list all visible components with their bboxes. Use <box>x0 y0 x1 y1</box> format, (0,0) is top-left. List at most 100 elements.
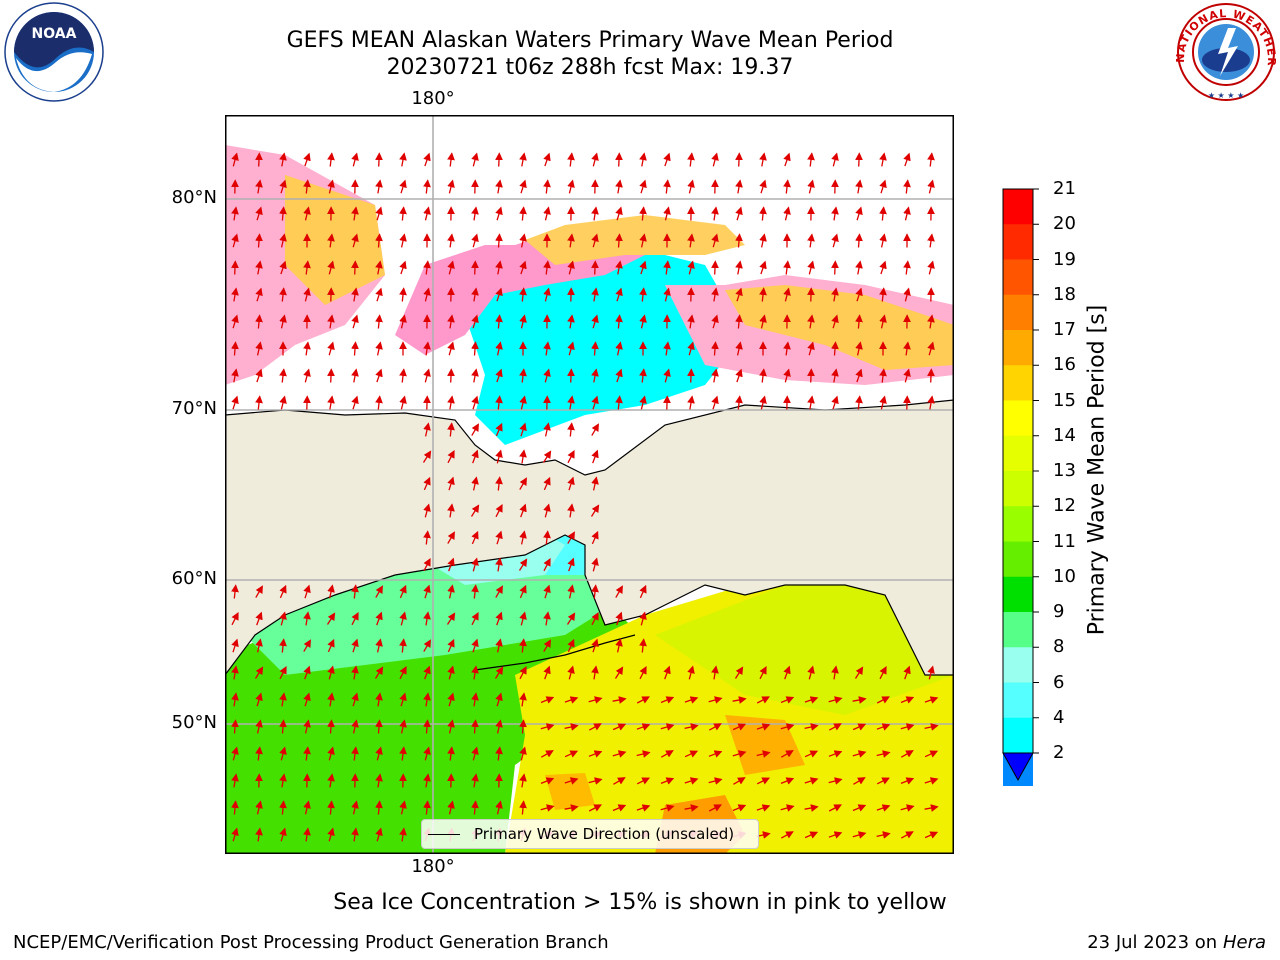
wave-arrow <box>375 719 383 734</box>
wave-arrow <box>351 368 359 383</box>
wave-arrow <box>375 287 383 302</box>
wave-arrow <box>708 777 723 785</box>
wave-arrow <box>759 260 767 275</box>
wave-arrow <box>519 368 527 383</box>
wave-arrow <box>588 804 602 812</box>
wave-arrow <box>447 395 455 410</box>
wave-arrow <box>255 800 263 815</box>
wave-arrow <box>495 260 503 275</box>
wave-arrow <box>615 233 623 248</box>
wave-arrow <box>231 152 239 167</box>
wave-arrow <box>615 314 623 329</box>
svg-text:★ ★ ★ ★: ★ ★ ★ ★ <box>1208 91 1244 100</box>
wave-arrow <box>471 557 479 572</box>
wave-arrow <box>732 723 747 731</box>
wave-arrow <box>615 260 623 275</box>
wave-arrow <box>591 206 599 221</box>
wave-arrow <box>327 260 335 275</box>
wave-arrow <box>876 723 891 731</box>
wave-arrow <box>471 260 479 275</box>
wave-arrow <box>231 638 239 653</box>
wave-arrow <box>255 368 263 383</box>
wave-arrow <box>663 179 671 194</box>
wave-arrow <box>735 395 743 410</box>
wave-arrow <box>495 719 503 734</box>
wave-arrow <box>375 368 383 383</box>
wave-arrow <box>447 557 455 572</box>
wave-arrow <box>471 206 479 221</box>
wave-arrow <box>231 314 239 329</box>
colorbar-block <box>1003 541 1033 578</box>
wave-arrow <box>540 723 555 731</box>
wave-arrow <box>543 530 551 545</box>
wave-arrow <box>879 287 887 302</box>
wave-arrow <box>470 504 480 517</box>
wave-arrow <box>732 750 747 758</box>
wave-arrow <box>783 665 791 680</box>
wave-arrow <box>519 152 527 167</box>
wave-arrow <box>756 723 771 731</box>
wave-arrow <box>711 233 719 248</box>
colorbar-block <box>1003 365 1033 401</box>
wave-arrow <box>543 476 551 491</box>
legend-line-swatch <box>428 833 460 835</box>
wave-arrow <box>852 831 867 839</box>
wave-arrow <box>447 179 455 194</box>
wave-arrow <box>612 696 627 704</box>
wave-arrow <box>831 233 839 248</box>
wave-arrow <box>231 612 239 626</box>
wave-arrow <box>423 773 431 788</box>
wave-arrow <box>279 611 287 626</box>
noaa-logo-text: NOAA <box>32 26 77 42</box>
wave-arrow <box>543 287 551 302</box>
wave-arrow <box>279 179 287 194</box>
wave-arrow <box>422 450 432 463</box>
wave-arrow <box>327 233 335 248</box>
wave-arrow <box>903 179 911 194</box>
wave-arrow <box>399 800 407 815</box>
wave-arrow <box>351 800 359 815</box>
wave-arrow <box>927 260 935 275</box>
colorbar-tick-label: 18 <box>1053 283 1076 305</box>
wave-arrow <box>303 746 311 761</box>
wave-arrow <box>279 287 287 302</box>
wave-arrow <box>519 233 527 248</box>
wave-arrow <box>375 611 383 626</box>
wave-arrow <box>543 503 551 518</box>
wave-arrow <box>446 612 456 625</box>
wave-arrow <box>759 206 767 221</box>
wave-arrow <box>255 692 263 707</box>
wave-arrow <box>927 152 935 167</box>
wave-arrow <box>351 638 359 653</box>
wave-arrow <box>423 179 431 194</box>
wave-arrow <box>900 804 915 812</box>
wave-arrow <box>351 341 359 356</box>
wave-arrow <box>447 341 455 356</box>
wave-arrow <box>447 692 455 707</box>
wave-arrow <box>423 422 431 437</box>
wave-arrow <box>567 314 575 329</box>
wave-arrow <box>495 638 503 653</box>
wave-arrow <box>564 750 579 758</box>
wave-arrow <box>543 341 551 356</box>
wave-arrow <box>831 314 839 329</box>
wave-arrow <box>759 152 767 167</box>
wave-arrow <box>564 777 579 785</box>
wave-arrow <box>375 395 383 410</box>
colorbar-tick-label: 19 <box>1053 248 1076 270</box>
wave-arrow <box>735 233 743 248</box>
wave-arrow <box>759 666 767 680</box>
wave-arrow <box>831 368 839 383</box>
wave-arrow <box>711 395 719 410</box>
wave-arrow <box>519 773 527 788</box>
wave-arrow <box>567 665 575 680</box>
wave-arrow <box>447 450 455 464</box>
wave-arrow <box>399 611 407 626</box>
wave-arrow <box>590 504 600 517</box>
wave-arrow <box>903 341 911 356</box>
wave-arrow <box>471 233 479 248</box>
wave-arrow <box>519 477 527 490</box>
wave-arrow <box>540 750 554 758</box>
wave-arrow <box>471 719 479 734</box>
wave-arrow <box>807 179 815 194</box>
